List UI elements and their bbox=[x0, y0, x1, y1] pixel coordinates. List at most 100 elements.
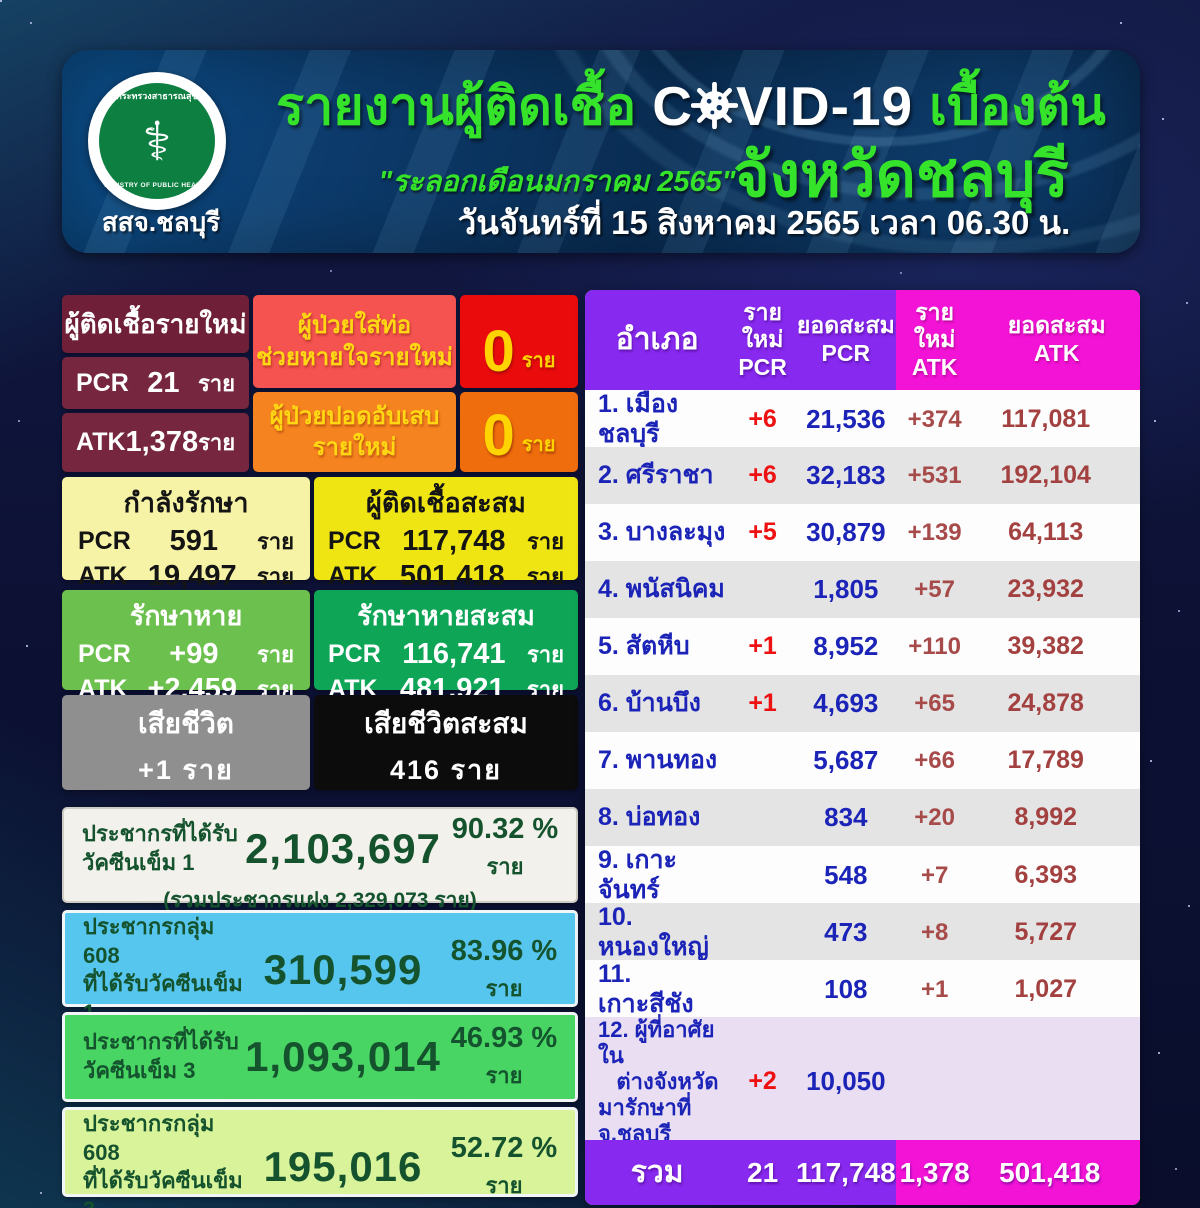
recovered-cumulative-box: รักษาหายสะสม PCR 116,741 ราย ATK 481,921… bbox=[314, 590, 578, 705]
intubated-count-box: 0 ราย bbox=[460, 295, 578, 388]
table-row: 10. หนองใหญ่ 473 +8 5,727 bbox=[585, 903, 1140, 961]
district-name: 7. พานทอง bbox=[598, 745, 718, 774]
wave-subtitle: "ระลอกเดือนมกราคม 2565" bbox=[378, 166, 736, 198]
intubated-count: 0 bbox=[482, 318, 515, 384]
pneumonia-title: ผู้ป่วยปอดอับเสบ รายใหม่ bbox=[269, 402, 440, 461]
table-row: 3. บางละมุง +5 30,879 +139 64,113 bbox=[585, 504, 1140, 561]
atk-label: ATK bbox=[78, 562, 128, 590]
table-row: 11. เกาะสีชัง 108 +1 1,027 bbox=[585, 960, 1140, 1018]
org-label: สสจ.ชลบุรี bbox=[101, 207, 221, 237]
new-cases-box: ผู้ติดเชื้อรายใหม่ bbox=[62, 295, 249, 353]
pcr-cum-value: 21,536 bbox=[806, 404, 886, 434]
pneumonia-count: 0 bbox=[482, 402, 515, 468]
total-label: รวม bbox=[585, 1140, 730, 1205]
recovered-cumulative-title: รักษาหายสะสม bbox=[357, 601, 535, 631]
pcr-label: PCR bbox=[328, 640, 381, 668]
atk-label: ATK bbox=[328, 562, 378, 590]
atk-cum-value: 23,932 bbox=[1007, 575, 1084, 603]
moph-logo-thai-text: กระทรวงสาธารณสุข bbox=[116, 91, 198, 101]
atk-cum-value: 39,382 bbox=[1007, 632, 1084, 660]
cumulative-atk-value: 501,418 bbox=[399, 560, 505, 592]
atk-cum-value: 1,027 bbox=[1014, 975, 1077, 1003]
moph-logo-inner: กระทรวงสาธารณสุข ⚕ MINISTRY OF PUBLIC HE… bbox=[99, 83, 215, 199]
vaccine-608-dose3-value: 195,016 bbox=[263, 1143, 423, 1191]
pneumonia-box: ผู้ป่วยปอดอับเสบ รายใหม่ bbox=[253, 392, 456, 472]
unit-label: ราย bbox=[256, 642, 294, 667]
pcr-label: PCR bbox=[78, 527, 131, 555]
province-title: จังหวัดชลบุรี bbox=[733, 141, 1069, 210]
atk-new-value: +1 bbox=[920, 975, 949, 1003]
pcr-cum-value: 10,050 bbox=[806, 1066, 886, 1097]
title-suffix: เบื้องต้น bbox=[929, 78, 1106, 136]
district-name: 10. หนองใหญ่ bbox=[598, 903, 709, 961]
district-name: 1. เมืองชลบุรี bbox=[598, 390, 679, 448]
atk-new-total: 1,378 bbox=[125, 426, 199, 458]
atk-cum-value: 117,081 bbox=[1001, 405, 1091, 433]
vaccine-608-dose1-box: ประชากรกลุ่ม 608 ที่ได้รับวัคซีนเข็ม 1 3… bbox=[62, 910, 578, 1025]
pcr-new-value: +5 bbox=[748, 518, 777, 546]
covid-19-wordmark: C VID-19 bbox=[652, 74, 913, 138]
pcr-cum-value: 4,693 bbox=[813, 688, 879, 718]
column-header-atk-cum: ยอดสะสม ATK bbox=[973, 290, 1140, 390]
unit-label: ราย bbox=[256, 529, 294, 554]
vaccine-608-dose1-value: 310,599 bbox=[263, 946, 423, 994]
cumulative-pcr-value: 117,748 bbox=[402, 525, 506, 557]
table-row: 9. เกาะจันทร์ 548 +7 6,393 bbox=[585, 846, 1140, 904]
pcr-new-total: 21 bbox=[147, 366, 180, 399]
pcr-label: PCR bbox=[328, 527, 381, 555]
district-name: 4. พนัสนิคม bbox=[598, 574, 725, 603]
table-row: 2. ศรีราชา +6 32,183 +531 192,104 bbox=[585, 447, 1140, 504]
vaccine-dose1-note: (รวมประชากรแฝง 2,329,073 ราย) bbox=[163, 889, 477, 912]
total-atk-new: 1,378 bbox=[895, 1140, 974, 1205]
recovered-pcr-value: +99 bbox=[169, 638, 219, 670]
covid-letters-vid19: VID-19 bbox=[735, 74, 914, 137]
table-row: 1. เมืองชลบุรี +6 21,536 +374 117,081 bbox=[585, 390, 1140, 448]
atk-cum-value: 5,727 bbox=[1014, 918, 1077, 946]
new-cases-atk-row: ATK 1,378 ราย bbox=[62, 413, 249, 472]
atk-new-value: +66 bbox=[914, 746, 955, 774]
pneumonia-count-box: 0 ราย bbox=[460, 392, 578, 472]
header-banner: กระทรวงสาธารณสุข ⚕ MINISTRY OF PUBLIC HE… bbox=[62, 50, 1140, 253]
table-row: 5. สัตหีบ +1 8,952 +110 39,382 bbox=[585, 618, 1140, 675]
recovered-title: รักษาหาย bbox=[129, 601, 243, 631]
atk-new-value: +374 bbox=[907, 405, 962, 433]
atk-new-value: +57 bbox=[914, 575, 955, 603]
atk-new-value: +8 bbox=[920, 918, 949, 946]
new-cases-pcr-row: PCR 21 ราย bbox=[62, 357, 249, 409]
total-pcr-cum: 117,748 bbox=[795, 1140, 896, 1205]
unit-label: ราย bbox=[256, 564, 294, 589]
deaths-value: +1 ราย bbox=[138, 755, 234, 786]
atk-cum-value: 192,104 bbox=[1000, 461, 1091, 489]
atk-new-value: +139 bbox=[907, 518, 962, 546]
total-pcr-new: 21 bbox=[729, 1140, 796, 1205]
table-row: 8. บ่อทอง 834 +20 8,992 bbox=[585, 789, 1140, 846]
cumulative-cases-box: ผู้ติดเชื้อสะสม PCR 117,748 ราย ATK 501,… bbox=[314, 477, 578, 592]
atk-cum-value: 6,393 bbox=[1014, 861, 1077, 889]
treating-pcr-value: 591 bbox=[169, 525, 219, 557]
atk-label: ATK bbox=[76, 428, 126, 456]
atk-cum-value: 17,789 bbox=[1007, 746, 1084, 774]
district-name: 11. เกาะสีชัง bbox=[598, 960, 694, 1018]
deaths-box: เสียชีวิต +1 ราย bbox=[62, 695, 310, 790]
atk-cum-value: 64,113 bbox=[1008, 518, 1084, 546]
pcr-cum-value: 8,952 bbox=[813, 631, 879, 661]
moph-logo-english-text: MINISTRY OF PUBLIC HEALTH bbox=[104, 182, 210, 190]
vaccine-dose1-label: ประชากรที่ได้รับ วัคซีนเข็ม 1 bbox=[82, 820, 238, 875]
unit-label: ราย bbox=[521, 350, 556, 372]
atk-new-value: +531 bbox=[907, 461, 962, 489]
table-row: 4. พนัสนิคม 1,805 +57 23,932 bbox=[585, 561, 1140, 618]
unit-label: ราย bbox=[526, 642, 564, 667]
new-cases-title: ผู้ติดเชื้อรายใหม่ bbox=[64, 308, 247, 339]
vaccine-dose3-value: 1,093,014 bbox=[245, 1033, 441, 1080]
district-name: 9. เกาะจันทร์ bbox=[598, 846, 677, 904]
pcr-cum-value: 32,183 bbox=[806, 460, 886, 490]
column-header-pcr-cum: ยอดสะสม PCR bbox=[795, 290, 896, 390]
unit-label: ราย bbox=[486, 854, 524, 879]
atk-new-value: +110 bbox=[908, 632, 961, 660]
pcr-new-value: +6 bbox=[748, 405, 777, 433]
atk-cum-value: 8,992 bbox=[1014, 803, 1077, 831]
pcr-new-value: +1 bbox=[748, 632, 777, 660]
pcr-cum-value: 548 bbox=[824, 860, 868, 890]
summary-stats-panel: ผู้ติดเชื้อรายใหม่ PCR 21 ราย ATK 1,378 … bbox=[62, 290, 578, 1208]
